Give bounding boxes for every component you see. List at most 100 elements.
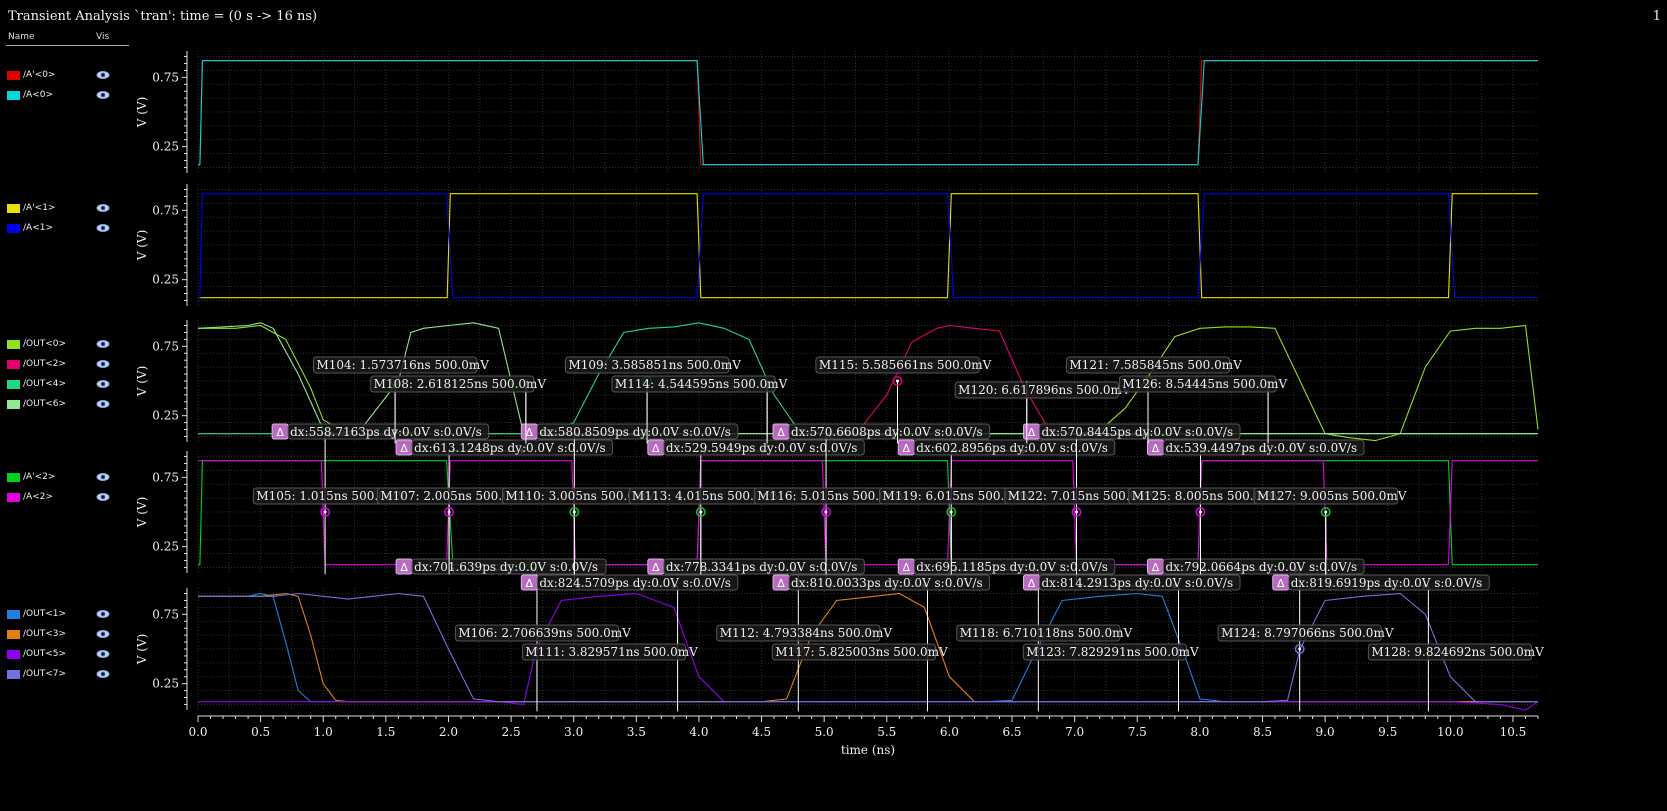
delta-icon-glyph: Δ: [276, 426, 284, 439]
x-tick-label: 5.5: [877, 725, 896, 739]
y-axis-label: V (V): [135, 97, 149, 129]
delta-icon-glyph: Δ: [400, 561, 408, 574]
marker: M114: 4.544595ns 500.0mV: [611, 375, 788, 444]
eye-icon[interactable]: [96, 89, 110, 101]
eye-icon[interactable]: [96, 338, 110, 350]
marker-label-bg: [815, 356, 980, 374]
marker: M105: 1.015ns 500.0mV: [252, 487, 406, 575]
delta-label-bg: [663, 439, 865, 456]
marker-label: M117: 5.825003ns 500.0mV: [775, 645, 948, 659]
delta-icon-glyph: Δ: [1277, 577, 1285, 590]
delta-label: dx:701.639ps dy:0.0V s:0.0V/s: [414, 560, 598, 574]
marker-label-bg: [521, 643, 687, 661]
legend-swatch: [7, 650, 20, 659]
delta-label: dx:792.0664ps dy:0.0V s:0.0V/s: [1165, 560, 1357, 574]
delta-label: dx:819.6919ps dy:0.0V s:0.0V/s: [1291, 576, 1483, 590]
marker-point: [1294, 644, 1305, 654]
legend-swatch: [7, 473, 20, 482]
marker-point-center: [1324, 510, 1328, 514]
marker: M124: 8.797066ns 500.0mV: [1217, 624, 1394, 712]
x-tick-label: 7.5: [1128, 725, 1147, 739]
delta-icon-glyph: Δ: [526, 426, 534, 439]
legend-swatch: [7, 340, 20, 349]
delta-label: dx:570.8445ps dy:0.0V s:0.0V/s: [1042, 425, 1234, 439]
legend-name-header[interactable]: Name: [8, 32, 35, 42]
marker-label: M107: 2.005ns 500.0mV: [380, 489, 530, 503]
y-tick-label: 0.75: [152, 70, 179, 84]
delta-label-bg: [1288, 574, 1490, 591]
delta-label-bg: [536, 423, 739, 440]
series-line: [198, 60, 1538, 166]
legend-swatch: [7, 400, 20, 409]
eye-icon[interactable]: [96, 648, 110, 660]
marker-point: [1320, 507, 1331, 517]
marker-point: [1071, 507, 1082, 517]
page-number: 1: [1652, 9, 1661, 24]
legend-swatch: [7, 91, 20, 100]
eye-icon[interactable]: [96, 202, 110, 214]
legend-label: /OUT<6>: [23, 399, 67, 409]
legend-label: /OUT<0>: [23, 339, 67, 349]
legend-swatch: [7, 670, 20, 679]
marker: M112: 4.793384ns 500.0mV: [716, 624, 892, 712]
marker: M106: 2.706639ns 500.0mV: [454, 624, 631, 712]
series-line: [198, 193, 1538, 299]
series-line: [198, 60, 1538, 166]
x-tick-label: 0.5: [251, 725, 270, 739]
delta-icon-glyph: Δ: [1028, 426, 1036, 439]
delta-label-bg: [663, 558, 865, 575]
series-line: [198, 592, 1539, 711]
eye-icon[interactable]: [96, 491, 110, 503]
x-tick-label: 6.0: [940, 725, 959, 739]
marker: M119: 6.015ns 500.0mV: [879, 487, 1032, 575]
marker: M122: 7.015ns 500.0mV: [1004, 487, 1158, 575]
marker-label-bg: [1253, 487, 1399, 505]
delta-label-bg: [788, 423, 991, 440]
delta-label: dx:580.8509ps dy:0.0V s:0.0V/s: [539, 425, 731, 439]
x-axis-label: time (ns): [841, 743, 895, 757]
eye-icon[interactable]: [96, 378, 110, 390]
x-tick-label: 3.5: [627, 725, 646, 739]
marker-label-bg: [1022, 643, 1187, 661]
marker-label: M116: 5.015ns 500.0mV: [757, 489, 907, 503]
marker-label-bg: [454, 624, 620, 642]
waveform-panel: 0.75 0.25V (V): [135, 451, 1538, 573]
marker-label: M109: 3.585851ns 500.0mV: [568, 358, 741, 372]
marker-point-center: [699, 510, 703, 514]
marker-point-center: [447, 510, 451, 514]
legend-vis-header[interactable]: Vis: [96, 32, 110, 42]
legend-label: /A'<2>: [23, 472, 56, 482]
marker-label: M121: 7.585845ns 500.0mV: [1069, 358, 1242, 372]
marker-label-bg: [1118, 375, 1277, 393]
marker-point: [821, 507, 831, 517]
marker-label-bg: [771, 643, 936, 661]
marker: M121: 7.585845ns 500.0mV: [1065, 356, 1242, 444]
delta-label-bg: [536, 574, 739, 591]
marker-label-bg: [1367, 643, 1533, 661]
x-tick-label: 10.0: [1437, 725, 1464, 739]
marker: M113: 4.015ns 500.0mV: [628, 487, 782, 575]
eye-icon[interactable]: [96, 69, 110, 81]
marker-point-center: [323, 510, 327, 514]
marker-label-bg: [1217, 624, 1382, 642]
eye-icon[interactable]: [96, 222, 110, 234]
marker: M110: 3.005ns 500.0mV: [502, 487, 655, 575]
legend-label: /A'<0>: [23, 70, 56, 80]
legend-swatch: [7, 360, 20, 369]
eye-icon[interactable]: [96, 358, 110, 370]
eye-icon[interactable]: [96, 628, 110, 640]
eye-icon[interactable]: [96, 608, 110, 620]
eye-icon[interactable]: [96, 668, 110, 680]
marker-label-bg: [611, 375, 776, 393]
marker-label-bg: [564, 356, 730, 374]
eye-icon[interactable]: [96, 398, 110, 410]
series-line: [198, 592, 1538, 703]
eye-icon[interactable]: [96, 471, 110, 483]
marker: M126: 8.54445ns 500.0mV: [1118, 375, 1288, 444]
y-axis-label: V (V): [135, 634, 149, 666]
y-axis-label: V (V): [135, 230, 149, 262]
marker: M128: 9.824692ns 500.0mV: [1367, 643, 1544, 712]
y-tick-label: 0.25: [152, 677, 179, 691]
